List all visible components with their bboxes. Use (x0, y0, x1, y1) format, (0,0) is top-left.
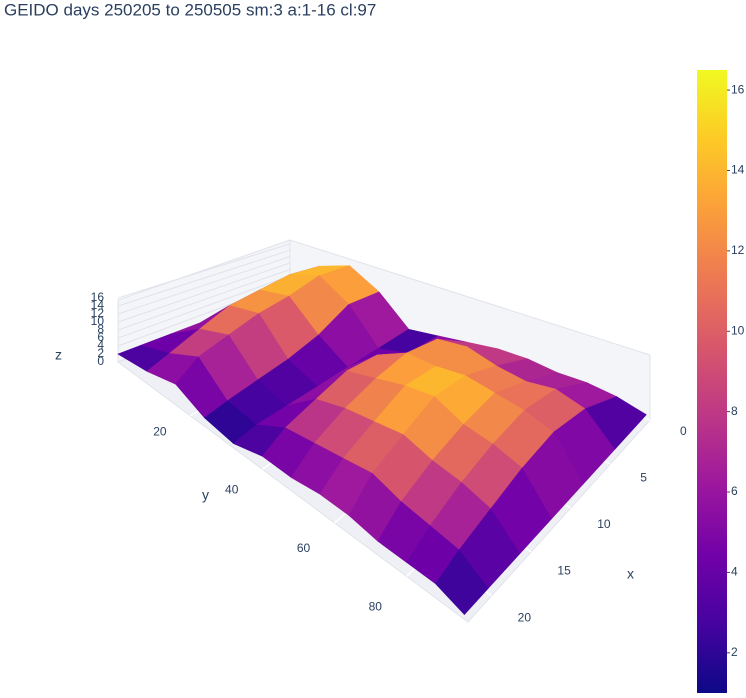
surface-patch (435, 549, 489, 615)
colorbar-tick-label: 6 (731, 484, 738, 498)
colorbar-tick-label: 14 (731, 163, 745, 177)
z-tick-label: 8 (97, 322, 104, 336)
x-tick-label: 20 (518, 610, 532, 624)
z-tick-label: 16 (91, 290, 105, 304)
y-tick-label: 20 (153, 424, 167, 438)
y-tick-label: 40 (225, 483, 239, 497)
colorbar-tick-label: 2 (731, 645, 738, 659)
colorbar-tick-label: 8 (731, 404, 738, 418)
grid-line (117, 256, 291, 315)
z-tick-label: 2 (97, 346, 104, 360)
grid-line (117, 262, 291, 323)
colorbar-tick-label: 4 (731, 565, 738, 579)
colorbar (697, 70, 727, 693)
x-tick-label: 0 (680, 424, 687, 438)
y-axis-title: y (202, 487, 209, 503)
x-tick-label: 15 (557, 564, 571, 578)
z-tick-label: 0 (97, 354, 104, 368)
z-axis-title: z (55, 347, 62, 363)
z-tick-label: 10 (91, 314, 105, 328)
z-tick-label: 14 (91, 298, 105, 312)
y-tick-label: 60 (297, 541, 311, 555)
x-axis-title: x (627, 566, 634, 582)
z-tick-label: 6 (97, 330, 104, 344)
z-tick-label: 12 (91, 306, 105, 320)
grid-line (117, 249, 291, 307)
y-tick-label: 80 (369, 600, 383, 614)
grid-line (117, 275, 291, 339)
colorbar-tick-label: 16 (731, 82, 745, 96)
x-tick-label: 10 (597, 517, 611, 531)
x-tick-label: 5 (640, 470, 647, 484)
chart-title: GEIDO days 250205 to 250505 sm:3 a:1-16 … (4, 0, 376, 19)
grid-line (117, 268, 291, 331)
colorbar-tick-label: 12 (731, 243, 745, 257)
z-tick-label: 4 (97, 338, 104, 352)
grid-line (117, 243, 291, 299)
colorbar-tick-label: 10 (731, 323, 745, 337)
